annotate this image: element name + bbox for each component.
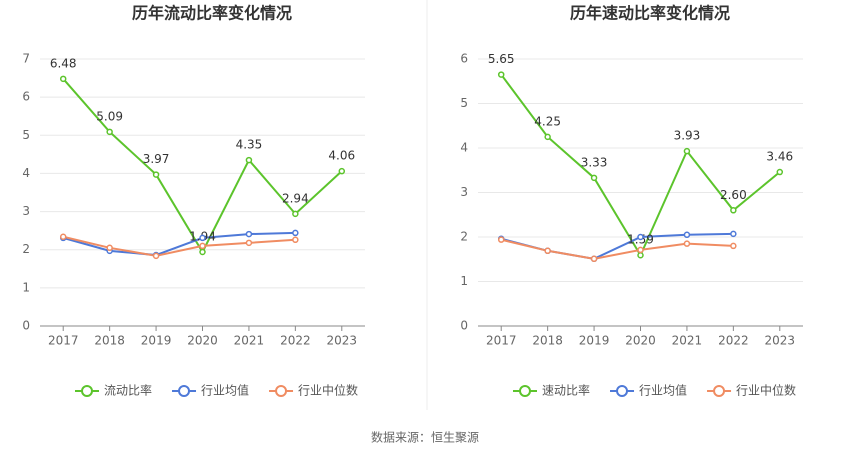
point xyxy=(730,230,737,238)
point xyxy=(637,251,644,259)
value-label: 2.94 xyxy=(282,191,309,205)
y-tick-label: 6 xyxy=(22,90,30,104)
y-tick-label: 7 xyxy=(22,52,30,66)
x-tick-label: 2021 xyxy=(234,334,265,348)
point xyxy=(59,75,67,83)
point xyxy=(544,247,551,255)
y-tick-label: 2 xyxy=(22,242,30,256)
legend-label: 行业均值 xyxy=(201,383,249,398)
y-tick-label: 0 xyxy=(460,319,468,333)
value-label: 3.97 xyxy=(143,152,170,166)
y-tick-label: 5 xyxy=(460,96,468,110)
point xyxy=(152,252,160,260)
y-tick-label: 4 xyxy=(460,141,468,155)
point xyxy=(590,255,598,263)
legend-label: 行业中位数 xyxy=(736,383,796,398)
point xyxy=(199,234,206,242)
point xyxy=(683,147,691,155)
point xyxy=(152,171,160,178)
legend-icon xyxy=(178,385,191,397)
series-line xyxy=(62,231,296,257)
legend-label: 行业中位数 xyxy=(298,383,358,398)
legend-label: 流动比率 xyxy=(104,383,152,398)
value-label: 3.33 xyxy=(581,155,608,169)
value-label: 3.46 xyxy=(766,150,793,164)
point xyxy=(544,133,551,141)
point xyxy=(245,156,253,164)
point xyxy=(292,210,299,218)
point xyxy=(776,168,784,176)
point xyxy=(497,236,505,243)
point xyxy=(497,71,505,78)
chart-title: 历年速动比率变化情况 xyxy=(570,4,730,23)
legend-icon xyxy=(519,385,531,397)
point xyxy=(199,242,206,250)
point xyxy=(292,229,299,237)
point xyxy=(106,244,113,252)
x-tick-label: 2022 xyxy=(280,334,311,348)
value-label: 2.60 xyxy=(720,188,747,202)
value-label: 4.06 xyxy=(328,149,355,163)
y-tick-label: 1 xyxy=(460,274,468,288)
point xyxy=(730,242,737,250)
y-tick-label: 5 xyxy=(22,128,30,142)
legend-label: 速动比率 xyxy=(542,383,590,398)
point xyxy=(199,248,206,256)
x-tick-label: 2019 xyxy=(141,334,172,348)
x-tick-label: 2018 xyxy=(94,334,125,348)
series-line xyxy=(500,73,781,258)
point xyxy=(730,207,737,214)
point xyxy=(683,240,691,247)
x-tick-label: 2020 xyxy=(625,334,656,348)
x-tick-label: 2023 xyxy=(765,334,796,348)
x-tick-label: 2020 xyxy=(187,334,218,348)
point xyxy=(59,233,67,240)
legend-icon xyxy=(275,385,288,397)
x-tick-label: 2017 xyxy=(486,334,517,348)
source-note: 数据来源：恒生聚源 xyxy=(371,430,479,445)
point xyxy=(683,231,691,239)
series-line xyxy=(62,235,296,257)
point xyxy=(245,230,253,238)
value-label: 5.65 xyxy=(488,52,515,66)
series-line xyxy=(500,238,734,260)
legend-icon xyxy=(81,385,93,397)
value-label: 3.93 xyxy=(674,129,701,143)
value-label: 4.35 xyxy=(236,138,263,152)
y-tick-label: 0 xyxy=(22,319,30,333)
value-label: 5.09 xyxy=(96,109,123,123)
y-tick-label: 2 xyxy=(460,230,468,244)
point xyxy=(637,233,644,241)
legend-icon xyxy=(713,385,726,397)
point xyxy=(637,246,644,254)
chart-title: 历年流动比率变化情况 xyxy=(132,4,292,23)
legend-icon xyxy=(616,385,629,397)
y-tick-label: 3 xyxy=(460,185,468,199)
y-tick-label: 3 xyxy=(22,204,30,218)
x-tick-label: 2021 xyxy=(672,334,703,348)
series-line xyxy=(62,78,343,255)
point xyxy=(338,167,346,175)
value-label: 4.25 xyxy=(534,114,561,128)
value-label: 6.48 xyxy=(50,56,77,70)
x-tick-label: 2018 xyxy=(532,334,563,348)
x-tick-label: 2023 xyxy=(327,334,358,348)
x-tick-label: 2019 xyxy=(579,334,610,348)
point xyxy=(245,239,253,247)
legend-label: 行业均值 xyxy=(639,383,687,398)
x-tick-label: 2017 xyxy=(48,334,79,348)
point xyxy=(292,236,299,244)
point xyxy=(590,174,598,182)
y-tick-label: 6 xyxy=(460,52,468,66)
point xyxy=(106,128,113,136)
y-tick-label: 4 xyxy=(22,166,30,180)
y-tick-label: 1 xyxy=(22,280,30,294)
x-tick-label: 2022 xyxy=(718,334,749,348)
